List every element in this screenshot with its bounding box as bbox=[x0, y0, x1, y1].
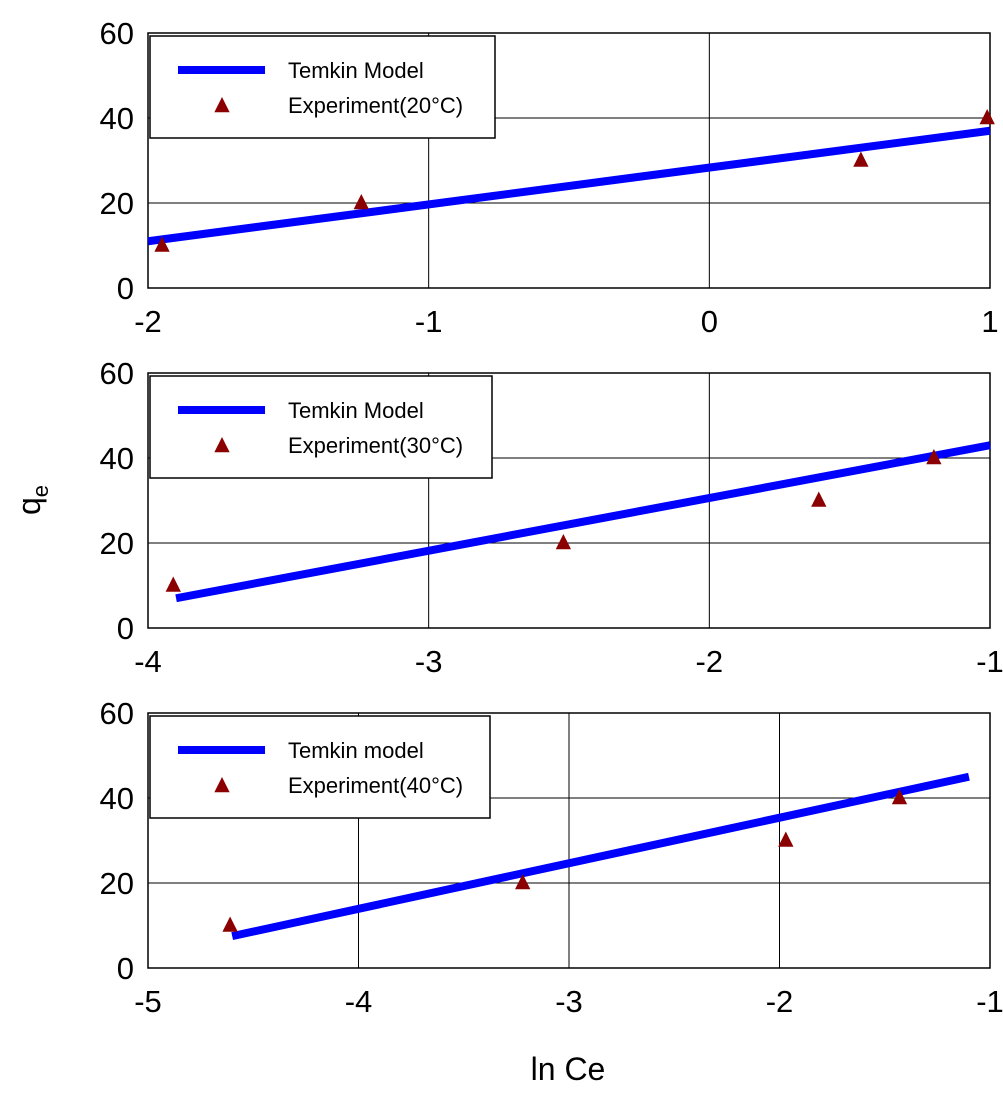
y-tick-label: 20 bbox=[100, 866, 134, 901]
experiment-point bbox=[353, 194, 369, 210]
legend-label-model: Temkin model bbox=[288, 738, 424, 763]
y-tick-label: 20 bbox=[100, 526, 134, 561]
experiment-point bbox=[515, 874, 531, 890]
y-tick-label: 60 bbox=[100, 356, 134, 391]
legend-label-model: Temkin Model bbox=[288, 58, 424, 83]
y-tick-label: 60 bbox=[100, 696, 134, 731]
x-tick-label: -2 bbox=[134, 304, 162, 339]
y-tick-label: 0 bbox=[117, 611, 134, 646]
x-axis-title: ln Ce bbox=[531, 1051, 606, 1087]
legend-box bbox=[149, 35, 496, 139]
experiment-point bbox=[926, 449, 942, 465]
plot-frame bbox=[147, 32, 991, 289]
chart-panel-3: 0 20 40 60 -5 -4 -3 -2 -1 Temkin model Experiment(… bbox=[100, 696, 1003, 1019]
x-tick-label: -1 bbox=[976, 644, 1003, 679]
y-tick-label: 20 bbox=[100, 186, 134, 221]
x-tick-label: -2 bbox=[766, 984, 794, 1019]
experiment-point bbox=[811, 491, 827, 507]
legend-label-experiment: Experiment(30°C) bbox=[288, 433, 463, 458]
experiment-point bbox=[555, 534, 572, 550]
legend-marker-swatch bbox=[214, 97, 230, 113]
y-tick-label: 0 bbox=[117, 951, 134, 986]
experiment-point bbox=[979, 109, 995, 125]
y-tick-label: 40 bbox=[100, 441, 134, 476]
x-tick-label: -3 bbox=[555, 984, 583, 1019]
legend-marker-swatch bbox=[214, 437, 230, 453]
experiment-point bbox=[853, 151, 869, 167]
legend-box bbox=[149, 715, 491, 819]
y-axis-title-subscript: e bbox=[28, 485, 53, 497]
x-tick-label: -4 bbox=[345, 984, 373, 1019]
legend-marker-swatch bbox=[214, 777, 230, 793]
experiment-point bbox=[222, 916, 238, 932]
legend-label-experiment: Experiment(40°C) bbox=[288, 773, 463, 798]
experiment-point bbox=[165, 576, 181, 592]
temkin-model-line bbox=[147, 126, 991, 246]
x-tick-label: -1 bbox=[976, 984, 1003, 1019]
legend-box bbox=[149, 375, 493, 479]
x-tick-label: -5 bbox=[134, 984, 162, 1019]
chart-panel-1: 0 20 40 60 -2 -1 0 1 Temkin Model Experiment(20°C… bbox=[100, 16, 999, 339]
y-axis-title-base: q bbox=[11, 497, 47, 515]
x-tick-label: -3 bbox=[415, 644, 443, 679]
y-tick-label: 0 bbox=[117, 271, 134, 306]
legend-label-experiment: Experiment(20°C) bbox=[288, 93, 463, 118]
plot-frame bbox=[147, 712, 991, 969]
temkin-model-line bbox=[231, 772, 970, 941]
x-tick-label: -4 bbox=[134, 644, 162, 679]
y-tick-label: 40 bbox=[100, 101, 134, 136]
experiment-point bbox=[778, 831, 794, 847]
x-tick-label: 1 bbox=[981, 304, 998, 339]
y-tick-label: 60 bbox=[100, 16, 134, 51]
legend-label-model: Temkin Model bbox=[288, 398, 424, 423]
x-tick-label: -1 bbox=[415, 304, 443, 339]
chart-panel-2: 0 20 40 60 -4 -3 -2 -1 Temkin Model Experiment(30… bbox=[100, 356, 1003, 679]
experiment-point bbox=[891, 789, 908, 805]
x-tick-label: -2 bbox=[696, 644, 724, 679]
plot-frame bbox=[147, 372, 991, 629]
x-tick-label: 0 bbox=[701, 304, 718, 339]
temkin-model-line bbox=[175, 441, 991, 603]
y-tick-label: 40 bbox=[100, 781, 134, 816]
y-axis-title: qe bbox=[11, 485, 53, 515]
experiment-point bbox=[154, 236, 170, 252]
